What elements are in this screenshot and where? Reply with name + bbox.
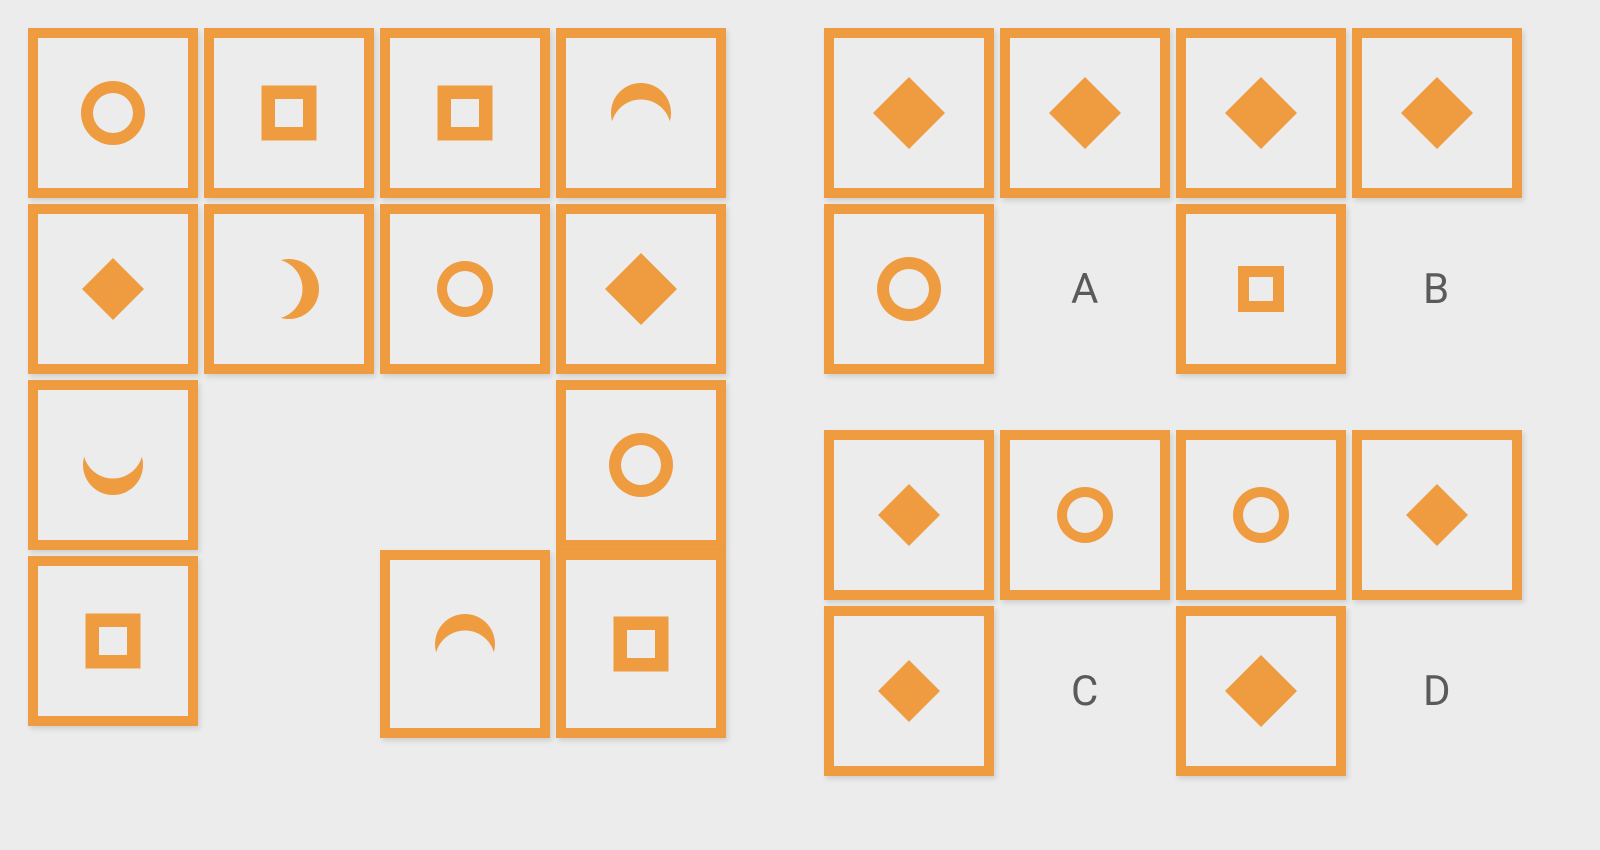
puzzle-tile-r3-c2[interactable] xyxy=(380,550,550,738)
answer-B-top-0[interactable] xyxy=(1176,28,1346,198)
square_ring-icon xyxy=(63,591,163,691)
puzzle-tile-r0-c1[interactable] xyxy=(204,28,374,198)
puzzle-tile-r0-c3[interactable] xyxy=(556,28,726,198)
answer-C-top-1[interactable] xyxy=(1000,430,1170,600)
answer-D-bottom[interactable] xyxy=(1176,606,1346,776)
ring-icon xyxy=(63,63,163,163)
answer-A-bottom[interactable] xyxy=(824,204,994,374)
square_ring-icon xyxy=(415,63,515,163)
puzzle-tile-r3-c0[interactable] xyxy=(28,556,198,726)
diamond-icon xyxy=(1211,63,1311,163)
diamond_sm-icon xyxy=(859,641,959,741)
crescent_down-icon xyxy=(591,63,691,163)
crescent_up-icon xyxy=(63,415,163,515)
square_ring-icon xyxy=(239,63,339,163)
diamond-icon xyxy=(859,63,959,163)
ring_small-icon xyxy=(1211,465,1311,565)
puzzle-tile-r1-c2[interactable] xyxy=(380,204,550,374)
puzzle-tile-r3-c3[interactable] xyxy=(556,550,726,738)
answer-label-C: C xyxy=(1071,667,1098,716)
answer-D-top-1[interactable] xyxy=(1352,430,1522,600)
answer-C-bottom[interactable] xyxy=(824,606,994,776)
diamond_sm-icon xyxy=(859,465,959,565)
puzzle-tile-r2-c0[interactable] xyxy=(28,380,198,550)
ring_small-icon xyxy=(415,239,515,339)
puzzle-tile-r2-c3[interactable] xyxy=(556,380,726,550)
ring-icon xyxy=(591,415,691,515)
answer-label-A: A xyxy=(1071,265,1098,314)
answer-D-top-0[interactable] xyxy=(1176,430,1346,600)
answer-label-B: B xyxy=(1423,265,1449,314)
answer-B-bottom[interactable] xyxy=(1176,204,1346,374)
puzzle-tile-r0-c0[interactable] xyxy=(28,28,198,198)
answer-A-top-1[interactable] xyxy=(1000,28,1170,198)
answer-C-top-0[interactable] xyxy=(824,430,994,600)
diamond_sm-icon xyxy=(1387,465,1487,565)
square_ring_sm-icon xyxy=(1211,239,1311,339)
crescent_down-icon xyxy=(415,594,515,694)
ring-icon xyxy=(859,239,959,339)
ring_small-icon xyxy=(1035,465,1135,565)
diamond-icon xyxy=(1035,63,1135,163)
puzzle-tile-r1-c1[interactable] xyxy=(204,204,374,374)
crescent_left-icon xyxy=(239,239,339,339)
diamond-icon xyxy=(1211,641,1311,741)
puzzle-tile-r1-c0[interactable] xyxy=(28,204,198,374)
square_ring-icon xyxy=(591,594,691,694)
answer-B-top-1[interactable] xyxy=(1352,28,1522,198)
puzzle-tile-r0-c2[interactable] xyxy=(380,28,550,198)
diamond-icon xyxy=(591,239,691,339)
diamond_sm-icon xyxy=(63,239,163,339)
answer-label-D: D xyxy=(1423,667,1451,716)
answer-A-top-0[interactable] xyxy=(824,28,994,198)
puzzle-tile-r1-c3[interactable] xyxy=(556,204,726,374)
diamond-icon xyxy=(1387,63,1487,163)
